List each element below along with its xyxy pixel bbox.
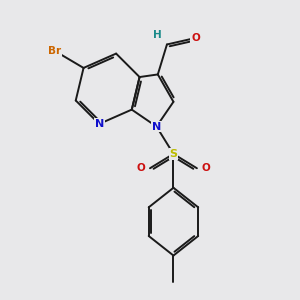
- Text: N: N: [94, 119, 104, 129]
- Text: N: N: [152, 122, 161, 131]
- Text: Br: Br: [48, 46, 62, 56]
- Text: O: O: [191, 33, 200, 43]
- Text: O: O: [202, 163, 210, 173]
- Text: O: O: [136, 163, 145, 173]
- Text: S: S: [169, 149, 178, 159]
- Text: H: H: [153, 30, 162, 40]
